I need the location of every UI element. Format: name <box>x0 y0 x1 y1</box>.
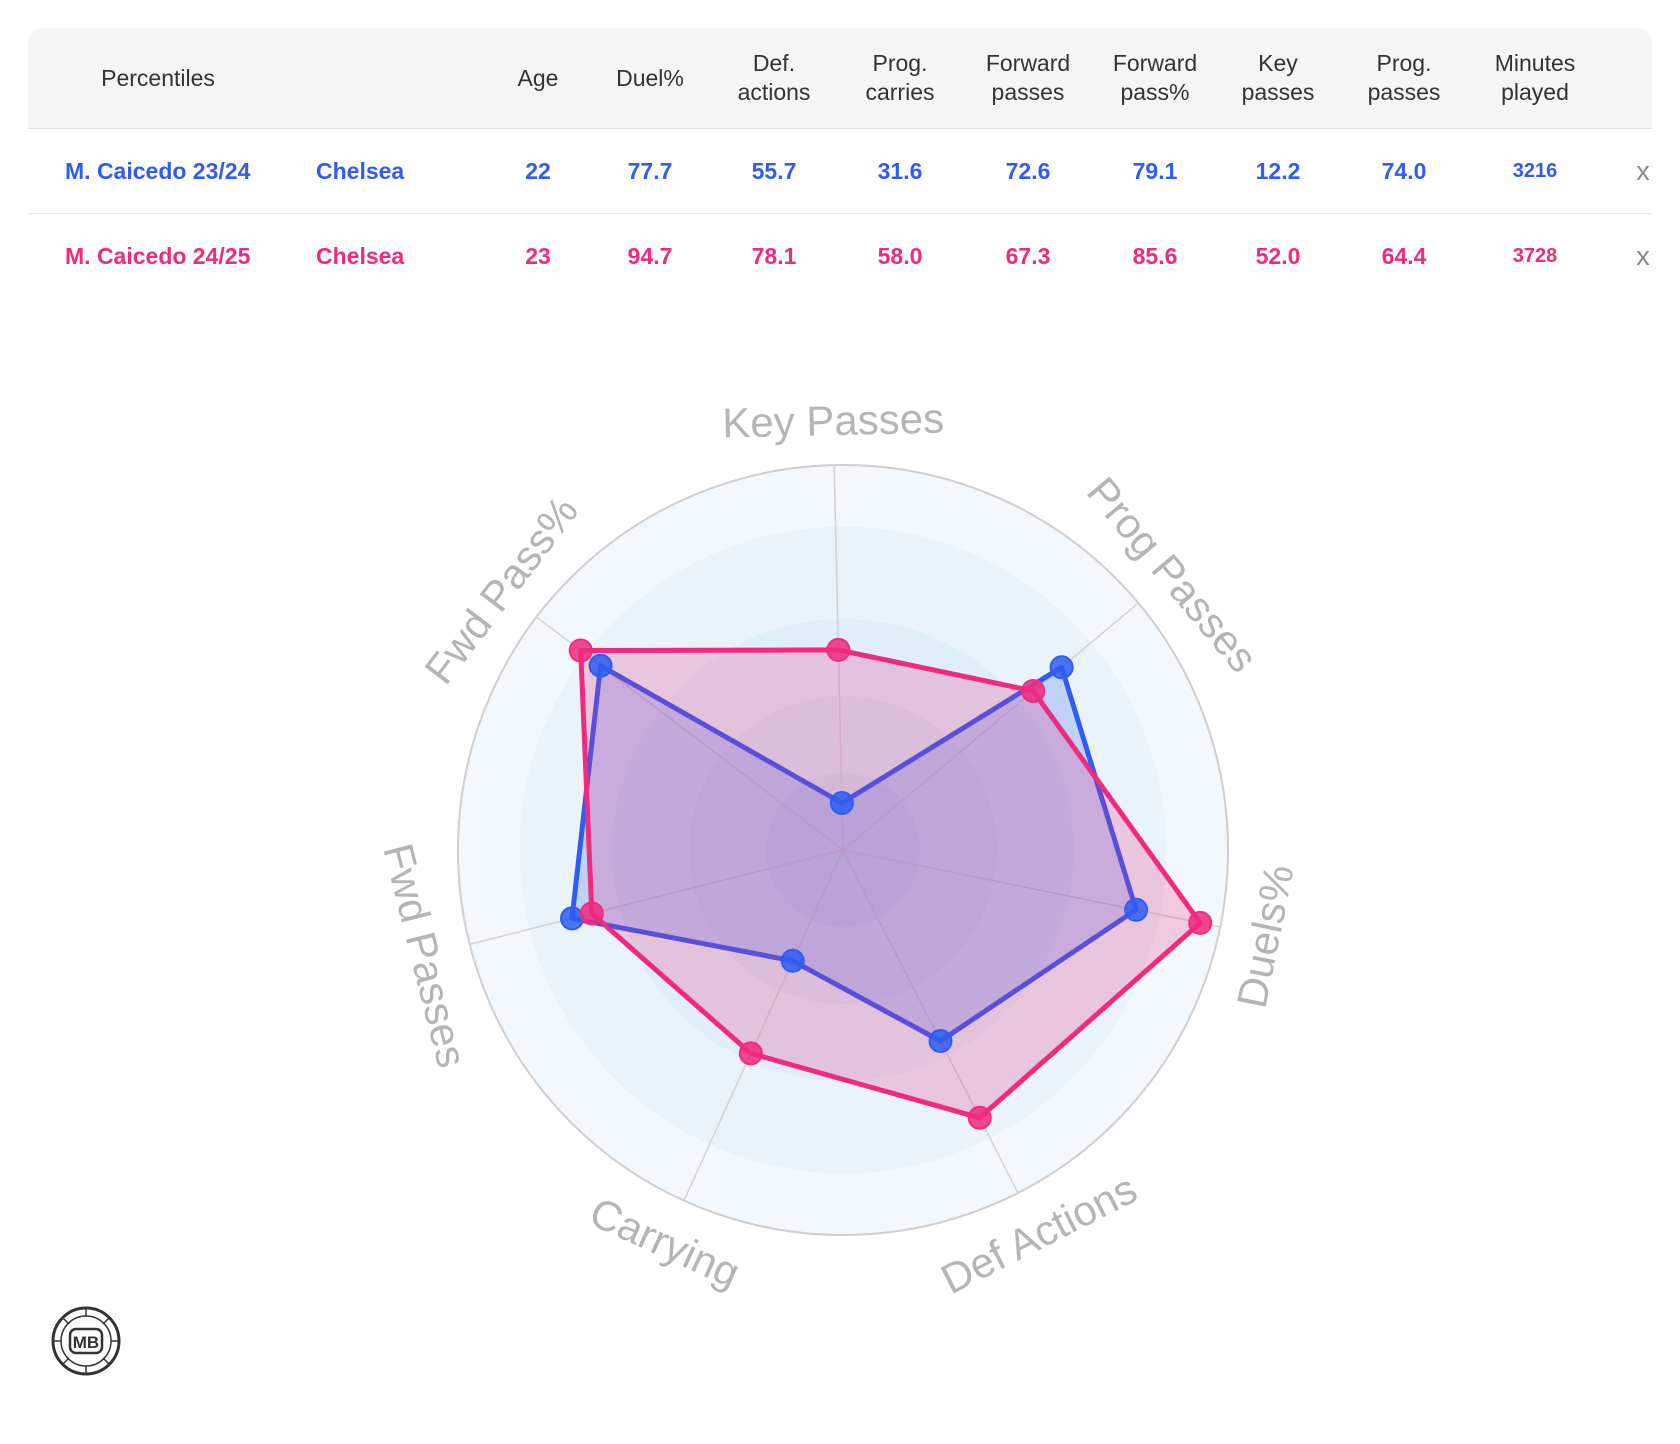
cell-forward-passes: 67.3 <box>1005 242 1051 269</box>
header-percentiles: Percentiles <box>101 64 215 91</box>
cell-key-passes: 52.0 <box>1255 242 1301 269</box>
header-prog-passes: Prog. passes <box>1367 50 1441 105</box>
series-area <box>569 663 1139 1044</box>
logo-text: MB <box>73 1333 99 1352</box>
cell-team[interactable]: Chelsea <box>316 242 405 269</box>
cell-minutes: 3728 <box>1512 244 1558 267</box>
cell-team[interactable]: Chelsea <box>316 157 405 184</box>
series-area <box>578 647 1203 1121</box>
cell-prog-carries: 31.6 <box>877 157 923 184</box>
cell-age: 23 <box>525 242 551 269</box>
header-def-actions: Def. actions <box>737 50 811 105</box>
data-point <box>967 1105 992 1130</box>
remove-row-button[interactable]: x <box>1636 240 1650 271</box>
grid-outer-ring <box>457 464 1229 1236</box>
cell-player[interactable]: M. Caicedo 23/24 <box>65 157 251 184</box>
data-point <box>928 1029 953 1053</box>
header-duel: Duel% <box>616 64 684 91</box>
cell-duel: 77.7 <box>627 157 673 184</box>
data-point <box>1188 910 1213 935</box>
cell-prog-carries: 58.0 <box>877 242 923 269</box>
cell-forward-pass-pct: 85.6 <box>1132 242 1178 269</box>
data-point <box>826 637 851 662</box>
cell-prog-passes: 64.4 <box>1381 242 1427 269</box>
data-point <box>1021 679 1046 703</box>
table-header: Percentiles Age Duel% Def. actions Prog. car… <box>28 28 1652 129</box>
header-age: Age <box>517 64 559 91</box>
data-point <box>829 791 854 815</box>
data-point <box>568 638 593 663</box>
cell-duel: 94.7 <box>627 242 673 269</box>
cell-def-actions: 55.7 <box>751 157 797 184</box>
football-logo-icon: MB <box>51 1306 121 1376</box>
axis-spoke <box>842 602 1139 851</box>
cell-forward-pass-pct: 79.1 <box>1132 157 1178 184</box>
cell-player[interactable]: M. Caicedo 24/25 <box>65 242 251 269</box>
cell-minutes: 3216 <box>1512 159 1558 182</box>
cell-prog-passes: 74.0 <box>1381 157 1427 184</box>
header-minutes: Minutes played <box>1494 50 1576 105</box>
data-point <box>1049 655 1074 680</box>
axis-spoke <box>683 849 844 1201</box>
data-point <box>738 1041 763 1066</box>
data-point <box>1124 897 1149 922</box>
data-point <box>579 901 604 926</box>
cell-age: 22 <box>525 157 551 184</box>
data-point <box>588 653 613 678</box>
axis-label: Key Passes <box>722 395 945 447</box>
data-point <box>780 948 805 973</box>
header-forward-passes: Forward passes <box>985 50 1071 105</box>
axis-label: Duels% <box>1228 861 1303 1012</box>
cell-key-passes: 12.2 <box>1255 157 1301 184</box>
header-key-passes: Key passes <box>1241 50 1315 105</box>
table-body: M. Caicedo 23/24 Chelsea 22 77.7 55.7 31.6 72.… <box>28 129 1652 298</box>
cell-def-actions: 78.1 <box>751 242 797 269</box>
data-point <box>560 906 584 931</box>
cell-forward-passes: 72.6 <box>1005 157 1051 184</box>
axis-spoke <box>469 849 844 946</box>
header-forward-pass-pct: Forward pass% <box>1112 50 1198 105</box>
table-row: M. Caicedo 23/24 Chelsea 22 77.7 55.7 31.6 72.… <box>28 129 1652 214</box>
remove-row-button[interactable]: x <box>1636 155 1650 186</box>
comparison-table: Percentiles Age Duel% Def. actions Prog. car… <box>28 28 1652 298</box>
table-row: M. Caicedo 24/25 Chelsea 23 94.7 78.1 58.0 67.… <box>28 214 1652 298</box>
axis-spoke <box>842 849 1221 928</box>
header-prog-carries: Prog. carries <box>865 50 935 105</box>
axis-spoke <box>842 849 1019 1194</box>
